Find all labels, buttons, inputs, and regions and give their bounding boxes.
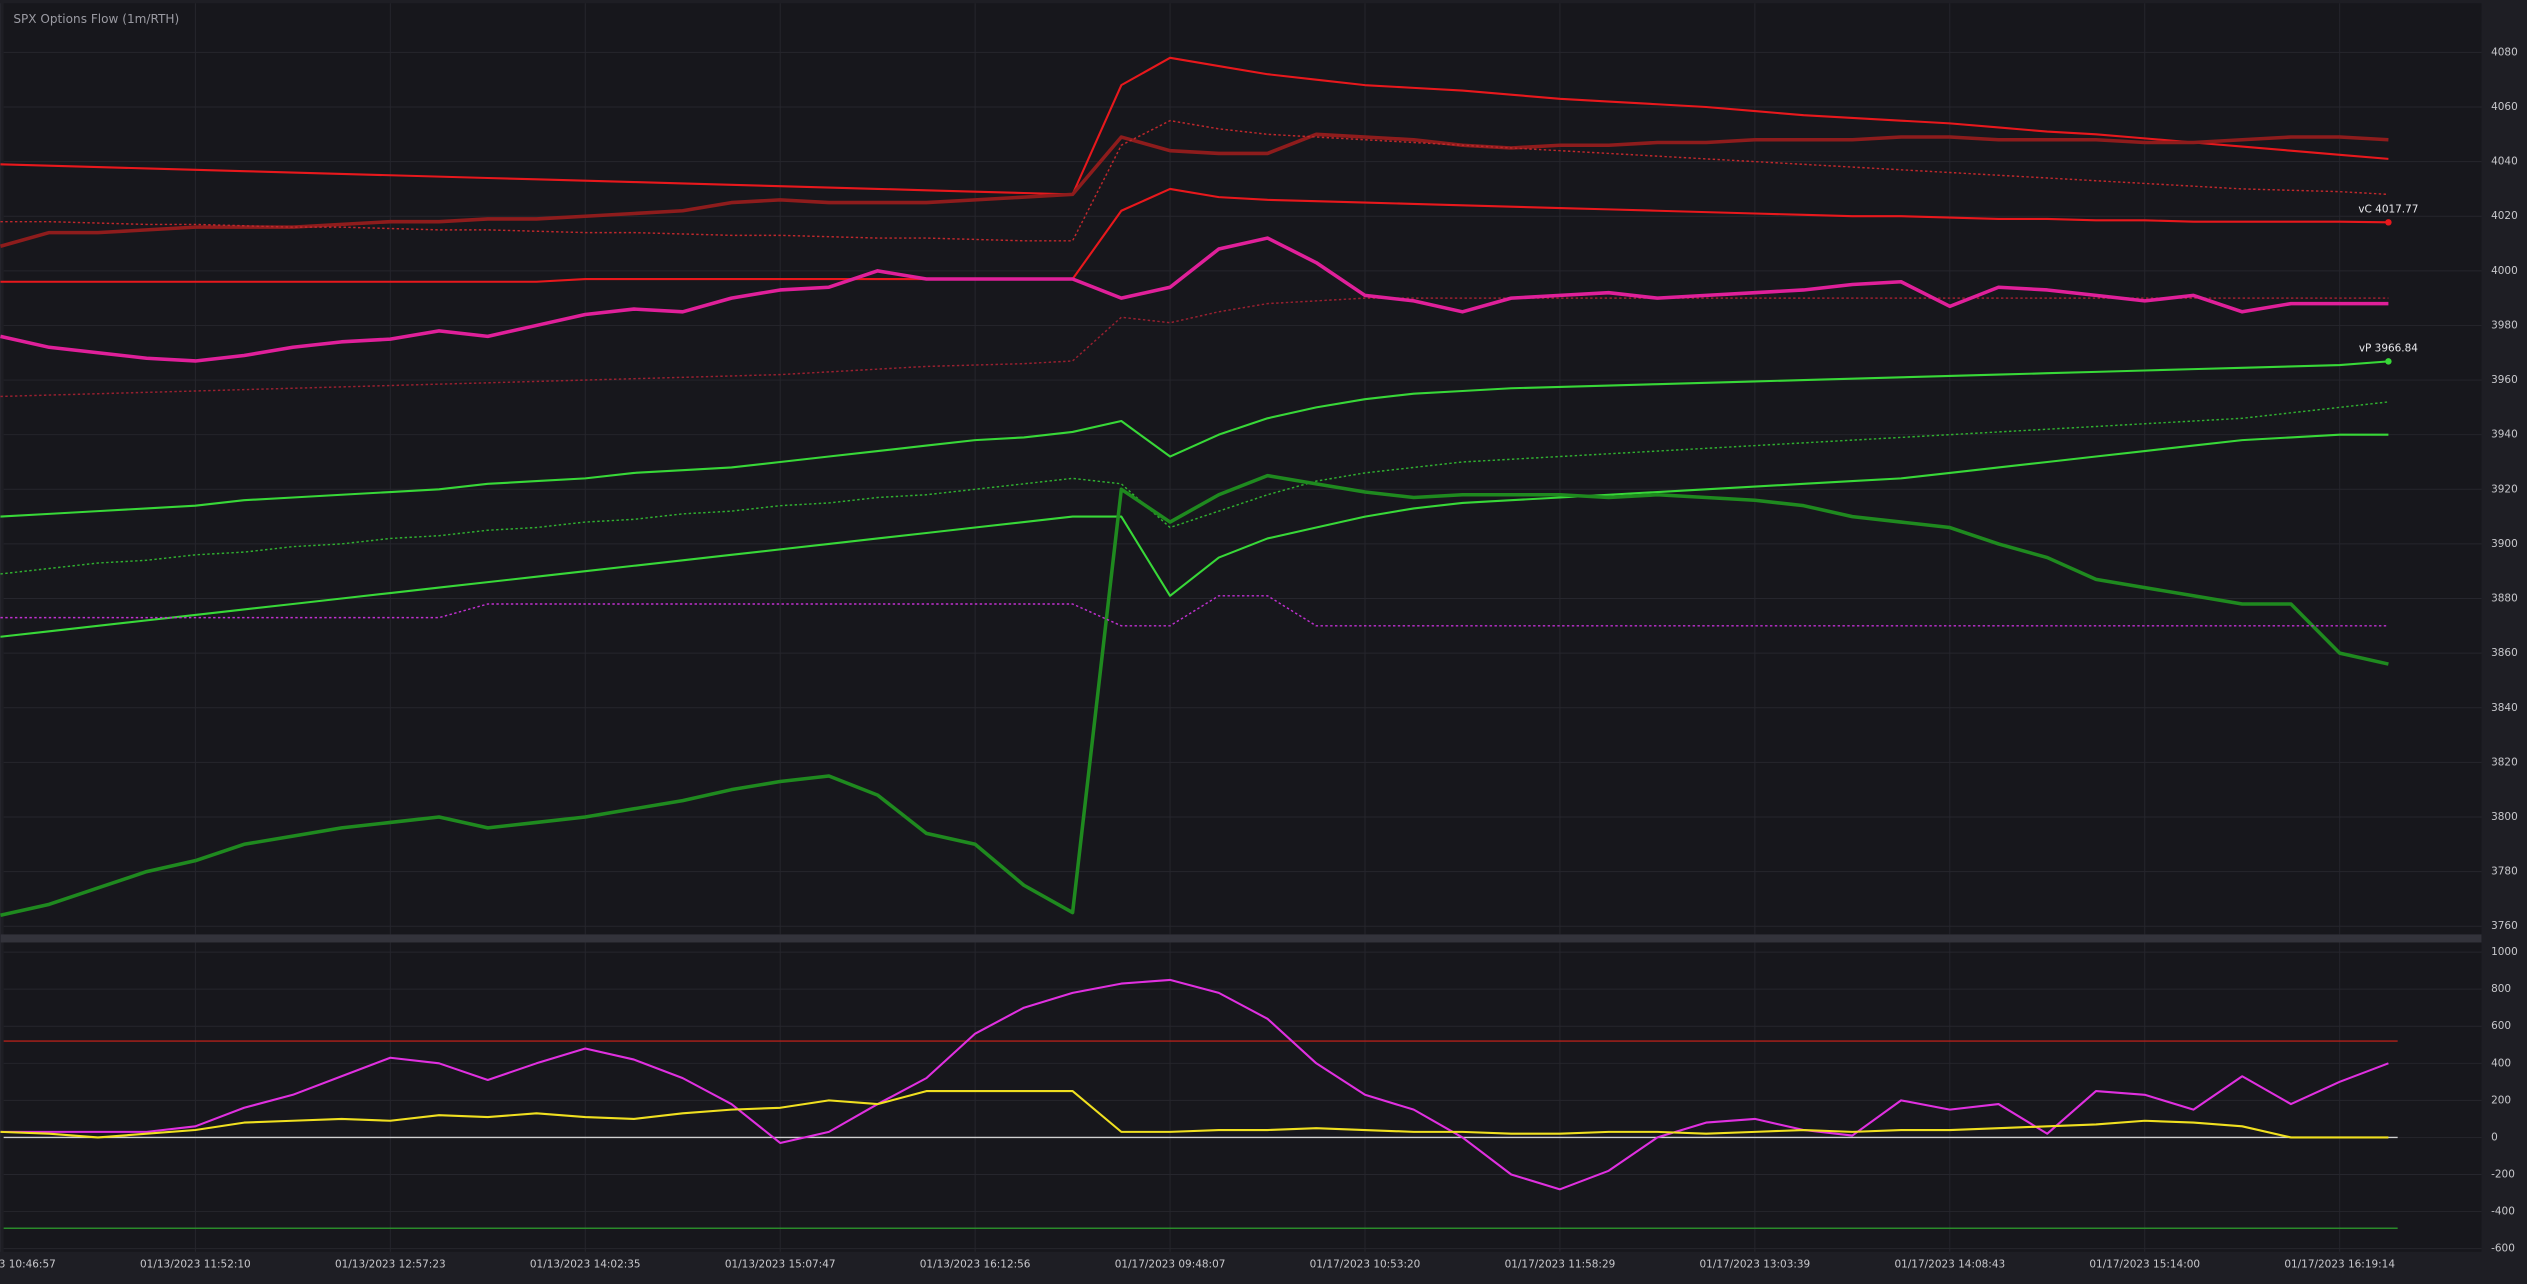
- series-line: [0, 56, 2389, 196]
- y-tick-label: 4040: [2491, 156, 2518, 168]
- series-end-label: vC 4017.77: [2358, 203, 2418, 215]
- y-tick-label: 3820: [2491, 756, 2518, 768]
- y-tick-label: 4020: [2491, 210, 2518, 222]
- x-tick-label: 01/13/2023 16:12:56: [920, 1259, 1031, 1271]
- x-tick-label: 01/17/2023 11:58:29: [1505, 1259, 1616, 1271]
- x-tick-label: 01/13/2023 10:46:57: [0, 1259, 56, 1271]
- series-line: [0, 473, 2389, 918]
- series-line: [0, 119, 2389, 242]
- y-tick-label: 3800: [2491, 811, 2518, 823]
- y-tick-label: 600: [2491, 1020, 2511, 1032]
- y-tick-label: 3860: [2491, 647, 2518, 659]
- lower-panel: [3, 942, 2482, 1252]
- upper-panel: [3, 3, 2482, 935]
- series-line: [0, 978, 2389, 1191]
- series-line: [0, 187, 2389, 283]
- y-tick-label: 1000: [2491, 946, 2518, 958]
- y-tick-label: 4000: [2491, 265, 2518, 277]
- series-line: [0, 595, 2389, 627]
- x-tick-label: 01/17/2023 15:14:00: [2089, 1259, 2200, 1271]
- y-tick-label: -400: [2491, 1206, 2515, 1218]
- series-end-dot: [2385, 219, 2392, 226]
- x-tick-label: 01/17/2023 16:19:14: [2284, 1259, 2395, 1271]
- y-tick-label: 400: [2491, 1057, 2511, 1069]
- x-tick-label: 01/17/2023 13:03:39: [1700, 1259, 1811, 1271]
- x-tick-label: 01/13/2023 11:52:10: [140, 1259, 251, 1271]
- y-tick-label: 0: [2491, 1131, 2498, 1143]
- x-tick-label: 01/13/2023 14:02:35: [530, 1259, 641, 1271]
- x-tick-label: 01/13/2023 15:07:47: [725, 1259, 836, 1271]
- y-tick-label: -200: [2491, 1168, 2515, 1180]
- y-tick-label: 3920: [2491, 483, 2518, 495]
- y-tick-label: -600: [2491, 1243, 2515, 1255]
- y-tick-label: 3880: [2491, 593, 2518, 605]
- chart-title: SPX Options Flow (1m/RTH): [13, 12, 179, 26]
- series-line: [0, 297, 2389, 398]
- series-line: [0, 132, 2389, 248]
- series-line: [0, 401, 2389, 575]
- y-tick-label: 4080: [2491, 46, 2518, 58]
- x-tick-label: 01/17/2023 14:08:43: [1894, 1259, 2005, 1271]
- x-tick-label: 01/13/2023 12:57:23: [335, 1259, 446, 1271]
- series-line: [0, 1090, 2389, 1139]
- y-tick-label: 3840: [2491, 702, 2518, 714]
- y-tick-label: 3780: [2491, 866, 2518, 878]
- x-tick-label: 01/17/2023 10:53:20: [1310, 1259, 1421, 1271]
- series-line: [0, 360, 2389, 518]
- x-tick-label: 01/17/2023 09:48:07: [1115, 1259, 1226, 1271]
- y-tick-label: 200: [2491, 1094, 2511, 1106]
- y-tick-label: 3900: [2491, 538, 2518, 550]
- series-end-dot: [2385, 358, 2392, 365]
- series-line: [0, 433, 2389, 638]
- y-tick-label: 3940: [2491, 429, 2518, 441]
- panel-divider: [0, 934, 2482, 943]
- series-line: [0, 236, 2389, 363]
- y-tick-label: 3960: [2491, 374, 2518, 386]
- y-tick-label: 3760: [2491, 920, 2518, 932]
- y-tick-label: 800: [2491, 983, 2511, 995]
- series-end-label: vP 3966.84: [2359, 342, 2418, 354]
- y-tick-label: 3980: [2491, 319, 2518, 331]
- y-tick-label: 4060: [2491, 101, 2518, 113]
